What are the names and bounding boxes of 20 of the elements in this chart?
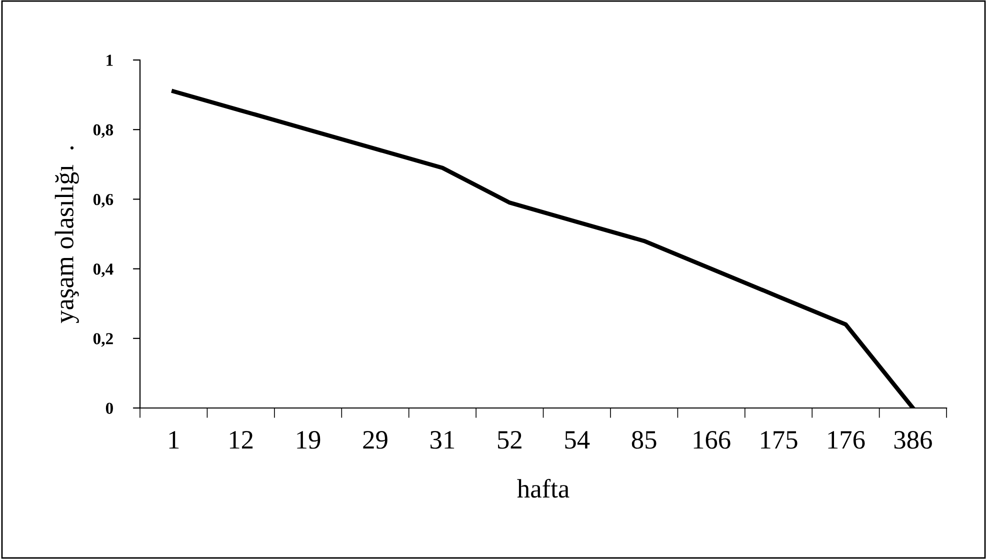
y-tick-label: 0,2	[93, 333, 113, 347]
y-tick-label: 0,4	[93, 264, 114, 278]
y-tick-label: 0,6	[93, 194, 114, 208]
x-tick-label: 29	[363, 431, 388, 449]
y-axis-title: yaşam olasılığı .	[54, 146, 79, 324]
x-tick-label: 176	[828, 431, 865, 449]
x-tick-label: 31	[430, 431, 454, 449]
x-tick-label: 12	[230, 431, 253, 449]
x-tick-label: 1	[169, 431, 179, 449]
y-tick-label: 0	[106, 402, 113, 414]
x-tick-label: 54	[565, 431, 590, 449]
x-tick-label: 52	[498, 431, 522, 449]
x-tick-label: 166	[694, 431, 730, 449]
x-tick-label: 175	[761, 431, 798, 449]
y-tick-label: 0,8	[93, 124, 114, 138]
x-tick-label: 85	[632, 430, 656, 449]
x-axis-title: hafta	[517, 478, 570, 498]
x-tick-label: 19	[297, 431, 320, 449]
y-tick-label: 1	[106, 54, 113, 66]
x-tick-label: 386	[894, 430, 932, 449]
